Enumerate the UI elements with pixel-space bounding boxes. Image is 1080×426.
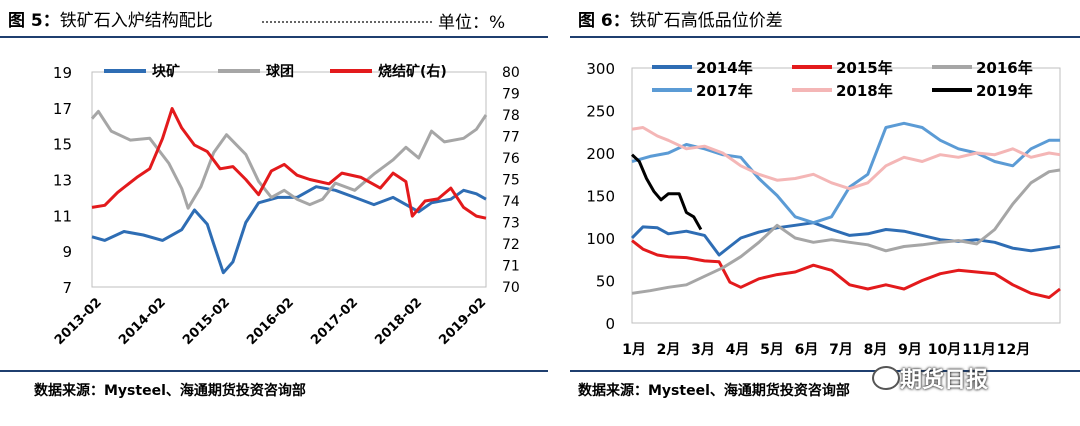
left-y2-tick-label: 70 [502, 280, 520, 296]
left-y-tick-label: 9 [62, 243, 72, 261]
left-x-tick-label: 2014-02 [116, 295, 169, 348]
left-y-tick-label: 19 [53, 64, 72, 82]
left-title-prefix: 图 5： [8, 11, 60, 31]
left-legend-label-块矿: 块矿 [152, 63, 180, 80]
right-source-note: 数据来源：Mysteel、海通期货投资咨询部 [578, 383, 850, 399]
right-legend-label-2019年: 2019年 [976, 82, 1033, 100]
right-series-line-2016年 [631, 168, 1061, 295]
left-y2-tick-label: 74 [502, 194, 520, 210]
right-x-tick-label: 6月 [795, 342, 819, 358]
right-x-tick-label: 1月 [622, 342, 646, 358]
left-series-line-球团 [90, 109, 488, 210]
right-legend-label-2017年: 2017年 [696, 82, 753, 100]
right-y-tick-label: 250 [586, 103, 615, 121]
right-legend-label-2015年: 2015年 [836, 59, 893, 77]
right-chart-title: 图 6：铁矿石高低品位价差 [578, 6, 783, 31]
right-top-rule [570, 36, 1080, 38]
left-series-line-块矿 [91, 185, 487, 275]
right-y-tick-label: 100 [586, 230, 615, 248]
right-x-tick-label: 12月 [997, 342, 1030, 358]
left-series-line-烧结矿-右- [91, 107, 487, 220]
left-x-tick-label: 2018-02 [372, 295, 425, 348]
right-x-tick-label: 7月 [829, 342, 853, 358]
right-series-line-2015年 [631, 239, 1061, 299]
right-legend-label-2018年: 2018年 [836, 82, 893, 100]
right-legend-label-2014年: 2014年 [696, 59, 753, 77]
left-y2-tick-label: 77 [502, 130, 520, 146]
left-source-note: 数据来源：Mysteel、海通期货投资咨询部 [34, 383, 306, 399]
left-y2-tick-label: 79 [502, 87, 520, 103]
left-y-tick-label: 13 [53, 172, 72, 190]
left-x-tick-label: 2013-02 [52, 295, 105, 348]
left-y-tick-label: 11 [53, 207, 72, 225]
left-x-tick-label: 2019-02 [436, 295, 489, 348]
right-y-tick-label: 0 [605, 315, 615, 333]
right-x-tick-label: 10月 [928, 342, 961, 358]
right-series-line-2018年 [631, 126, 1061, 191]
right-x-tick-label: 4月 [726, 342, 750, 358]
right-series-line-2014年 [630, 221, 1061, 257]
right-title-text: 铁矿石高低品位价差 [629, 11, 783, 31]
right-x-tick-label: 3月 [691, 342, 715, 358]
right-title-prefix: 图 6： [578, 11, 630, 31]
left-chart-title: 图 5：铁矿石入炉结构配比 [8, 6, 213, 31]
right-plot-frame [631, 67, 1061, 324]
right-y-tick-label: 150 [586, 188, 615, 206]
wechat-logo-icon [872, 366, 900, 390]
right-y-tick-label: 200 [586, 145, 615, 163]
left-bottom-rule [0, 370, 548, 372]
left-title-dotted-leader [262, 21, 432, 23]
watermark-text: 期货日报 [900, 368, 989, 393]
right-bottom-rule [570, 370, 1080, 372]
left-title-text: 铁矿石入炉结构配比 [59, 11, 213, 31]
left-y-tick-label: 7 [62, 279, 72, 297]
left-y2-tick-label: 71 [502, 259, 520, 275]
left-top-rule [0, 36, 548, 38]
left-legend-label-球团: 球团 [266, 63, 294, 80]
left-y2-tick-label: 80 [502, 65, 520, 81]
left-y2-tick-label: 72 [502, 237, 520, 253]
left-y-tick-label: 15 [53, 136, 72, 154]
right-y-tick-label: 50 [596, 273, 615, 291]
right-x-tick-label: 9月 [898, 342, 922, 358]
left-y-tick-label: 17 [53, 100, 72, 118]
right-series-line-2017年 [631, 121, 1060, 225]
right-x-tick-label: 2月 [657, 342, 681, 358]
left-line-chart: 79111315171970717273747576777879802013-0… [52, 63, 520, 348]
left-y2-tick-label: 73 [502, 216, 520, 232]
right-y-tick-label: 300 [586, 60, 615, 78]
left-y2-tick-label: 75 [502, 173, 520, 189]
left-y2-tick-label: 78 [502, 108, 520, 124]
left-x-tick-label: 2017-02 [308, 295, 361, 348]
right-x-tick-label: 11月 [962, 342, 995, 358]
left-plot-frame [91, 71, 487, 288]
left-y2-tick-label: 76 [502, 151, 520, 167]
left-chart-panel: 图 5：铁矿石入炉结构配比 单位：% 7 9 11 13 15 17 19 70 71 72 73 7… [0, 6, 548, 399]
left-unit-label: 单位：% [438, 13, 506, 33]
left-x-tick-label: 2015-02 [180, 295, 233, 348]
right-chart-panel: 图 6：铁矿石高低品位价差 0 50 100 150 200 250 300 1月 2月 3月 4月… [560, 0, 1080, 426]
left-x-tick-label: 2016-02 [244, 295, 297, 348]
right-x-tick-label: 8月 [864, 342, 888, 358]
right-legend-label-2016年: 2016年 [976, 59, 1033, 77]
left-legend-label-烧结矿-右-: 烧结矿(右) [378, 63, 447, 80]
right-x-tick-label: 5月 [760, 342, 784, 358]
right-series-line-2019年 [630, 153, 703, 231]
